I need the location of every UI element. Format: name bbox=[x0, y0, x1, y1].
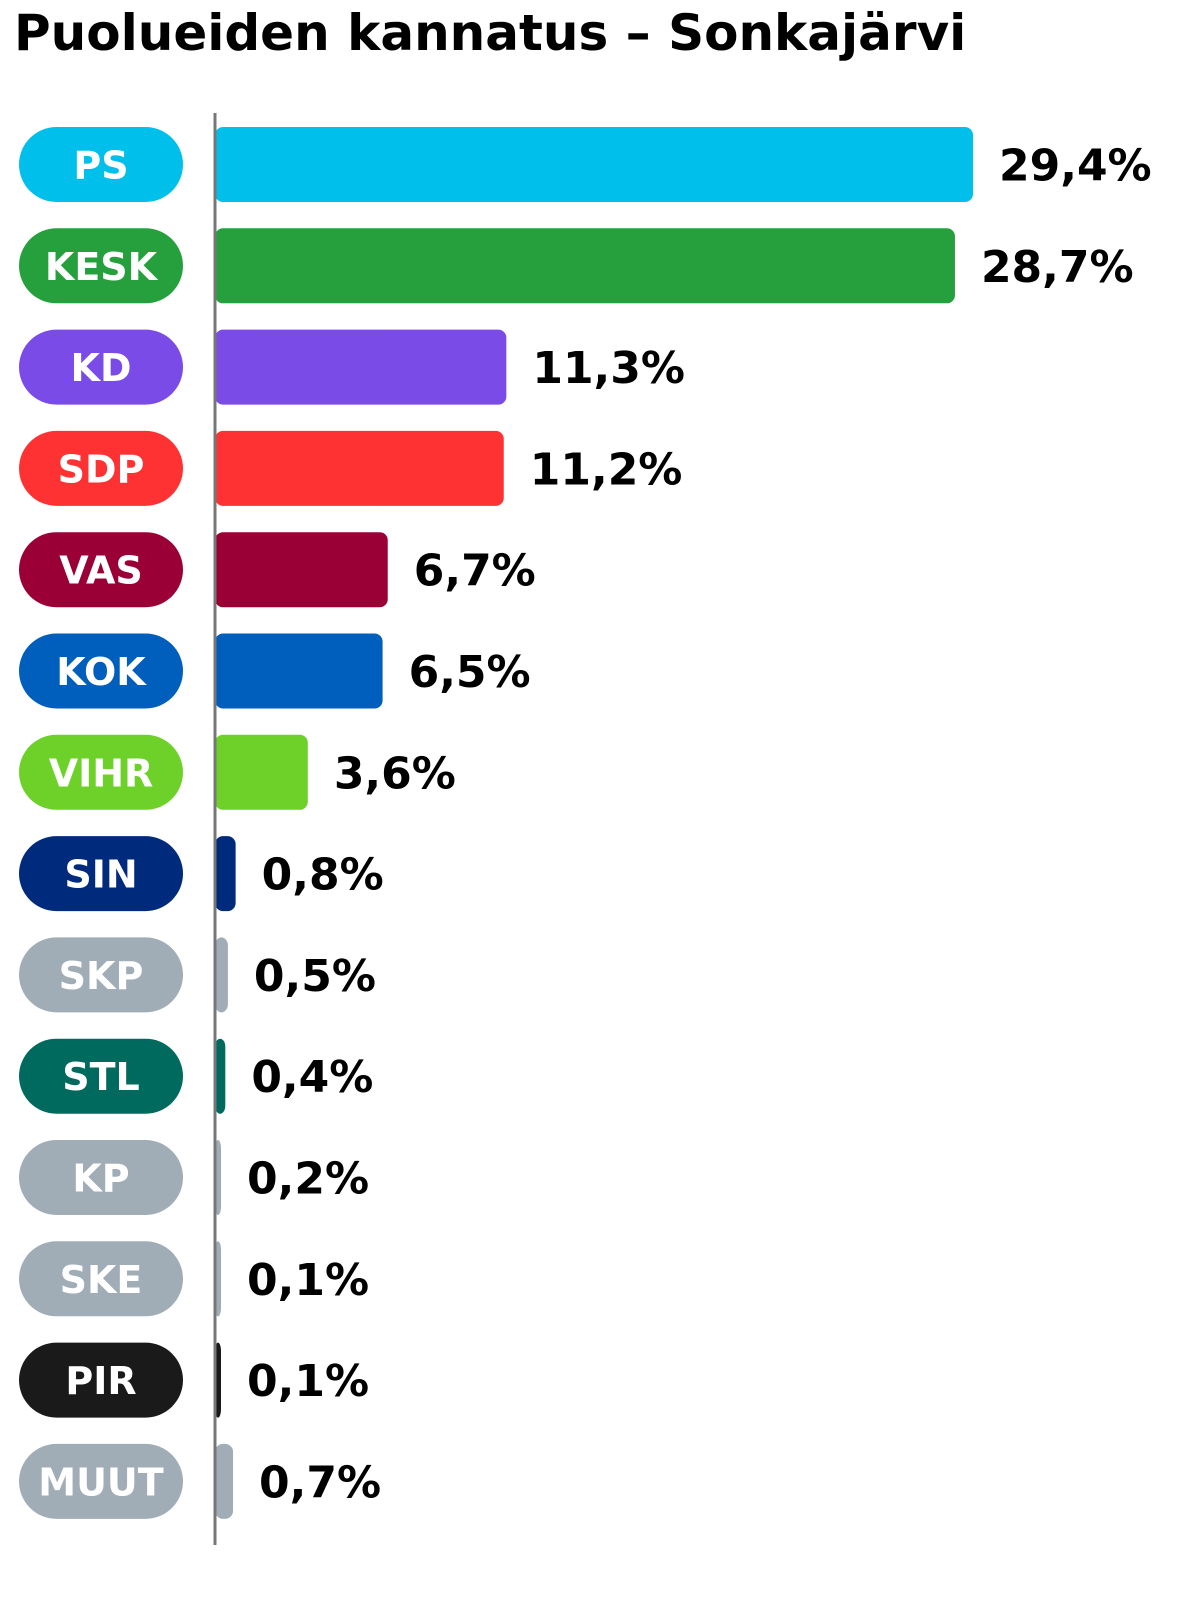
party-label-stl: STL bbox=[62, 1055, 140, 1099]
value-label-vas: 6,7% bbox=[414, 546, 536, 597]
bar-ps bbox=[215, 127, 973, 202]
party-label-vihr: VIHR bbox=[49, 751, 154, 795]
party-pill-vas bbox=[19, 532, 183, 608]
bar-kd bbox=[215, 329, 507, 405]
chart-title: Puolueiden kannatus – Sonkajärvi bbox=[14, 4, 967, 62]
party-pill-kok bbox=[19, 633, 183, 709]
party-label-ske: SKE bbox=[60, 1258, 143, 1302]
value-label-sdp: 11,2% bbox=[530, 444, 683, 495]
value-label-kp: 0,2% bbox=[247, 1154, 369, 1205]
value-label-sin: 0,8% bbox=[262, 850, 384, 901]
value-label-kok: 6,5% bbox=[409, 647, 531, 698]
party-pill-vihr bbox=[19, 734, 183, 810]
party-pill-kd bbox=[19, 329, 183, 405]
party-pill-muut bbox=[19, 1443, 183, 1519]
value-label-pir: 0,1% bbox=[247, 1356, 369, 1407]
party-pill-ps bbox=[19, 127, 183, 202]
party-pill-pir bbox=[19, 1342, 183, 1418]
bar-sin bbox=[215, 836, 236, 912]
party-pill-sin bbox=[19, 836, 183, 912]
party-label-ps: PS bbox=[73, 144, 128, 188]
party-pill-stl bbox=[19, 1038, 183, 1114]
bar-sdp bbox=[215, 430, 504, 506]
bar-muut bbox=[215, 1443, 234, 1519]
bar-stl bbox=[215, 1038, 226, 1114]
party-label-vas: VAS bbox=[59, 549, 143, 593]
value-label-ske: 0,1% bbox=[247, 1255, 369, 1306]
bar-kesk bbox=[215, 228, 955, 304]
party-label-kesk: KESK bbox=[45, 245, 159, 289]
party-pill-skp bbox=[19, 937, 183, 1013]
party-label-kp: KP bbox=[72, 1157, 129, 1201]
party-pill-ske bbox=[19, 1241, 183, 1317]
party-label-kok: KOK bbox=[56, 650, 147, 694]
value-label-kd: 11,3% bbox=[532, 343, 685, 394]
party-label-pir: PIR bbox=[65, 1359, 136, 1403]
value-label-vihr: 3,6% bbox=[334, 748, 456, 799]
value-label-skp: 0,5% bbox=[254, 951, 376, 1002]
party-label-kd: KD bbox=[71, 346, 132, 390]
party-label-sin: SIN bbox=[64, 853, 137, 897]
value-label-ps: 29,4% bbox=[999, 141, 1152, 192]
value-label-stl: 0,4% bbox=[251, 1052, 373, 1103]
party-label-muut: MUUT bbox=[38, 1460, 164, 1504]
party-label-skp: SKP bbox=[59, 954, 144, 998]
party-pill-kesk bbox=[19, 228, 183, 304]
bar-vas bbox=[215, 532, 388, 608]
value-label-kesk: 28,7% bbox=[981, 242, 1134, 293]
party-label-sdp: SDP bbox=[58, 447, 145, 491]
party-pill-sdp bbox=[19, 430, 183, 506]
bar-vihr bbox=[215, 734, 308, 810]
value-label-muut: 0,7% bbox=[259, 1457, 381, 1508]
bar-skp bbox=[215, 937, 228, 1013]
bar-kok bbox=[215, 633, 383, 709]
party-pill-kp bbox=[19, 1140, 183, 1215]
